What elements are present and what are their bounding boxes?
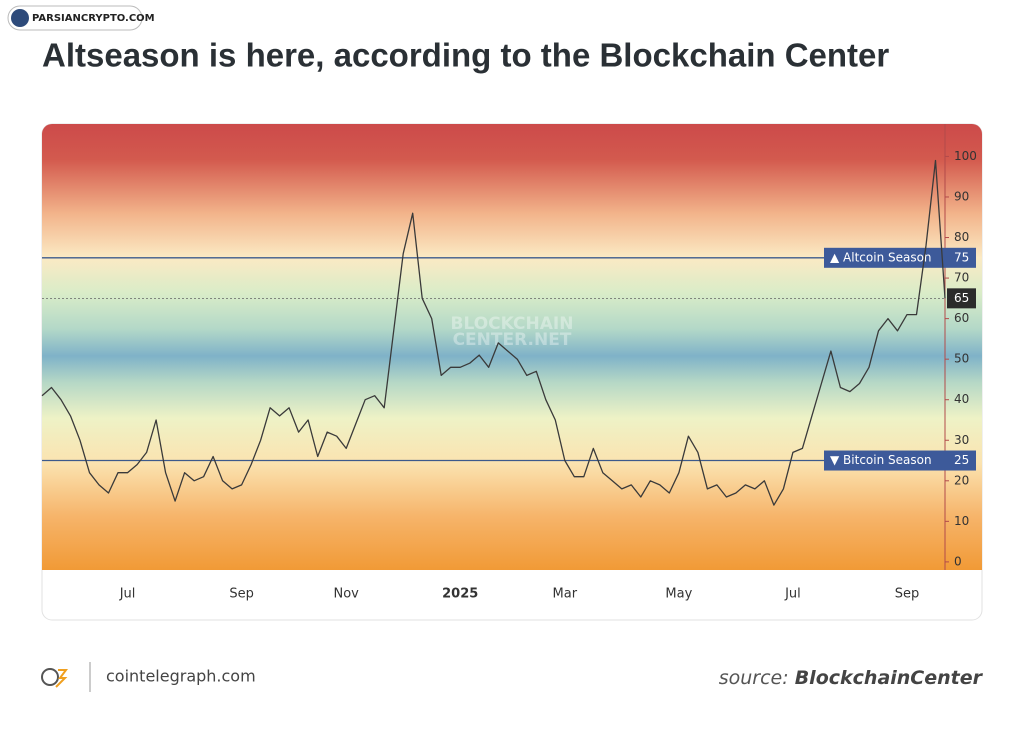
watermark-text: BLOCKCHAIN [451,314,574,334]
x-tick-label: May [665,587,692,602]
badge-icon [11,9,29,27]
y-tick-label: 10 [954,514,969,528]
footer-logo [55,669,68,688]
threshold-value: 25 [954,453,969,467]
y-tick-label: 20 [954,473,969,487]
y-tick-label: 80 [954,230,969,244]
watermark: BLOCKCHAIN CENTER.NET [451,314,574,350]
source-prefix: source: [719,667,789,689]
y-tick-label: 90 [954,189,969,203]
chart-title: Altseason is here, according to the Bloc… [42,37,889,74]
data-line [41,159,946,506]
footer-site: cointelegraph.com [106,667,256,686]
x-tick-label: Mar [553,587,578,602]
plot-background [42,124,982,570]
x-tick-label: Sep [229,587,254,602]
y-tick-label: 100 [954,149,977,163]
y-tick-label: 50 [954,352,969,366]
watermark-text: CENTER.NET [453,330,572,350]
footer-source: source: BlockchainCenter [719,667,984,689]
y-tick-label: 40 [954,392,969,406]
x-tick-label: 2025 [442,587,478,602]
threshold-label: ▲ Altcoin Season [830,250,932,264]
footer-logo [41,668,59,686]
x-tick-label: Jul [784,587,801,602]
y-tick-label: 30 [954,433,969,447]
y-tick-label: 70 [954,271,969,285]
x-tick-label: Sep [895,587,920,602]
badge [7,5,143,31]
x-tick-label: Nov [333,587,359,602]
threshold-label: ▼ Bitcoin Season [830,453,932,467]
threshold-box [824,450,976,471]
threshold-value: 75 [954,250,969,264]
current-value-box [947,288,976,309]
current-value-label: 65 [954,291,969,305]
y-tick-label: 60 [954,311,969,325]
footer: cointelegraph.com source: BlockchainCent… [41,662,984,692]
x-tick-label: Jul [119,587,136,602]
y-tick-label: 0 [954,554,962,568]
badge-text: PARSIANCRYPTO.COM [32,13,155,24]
source-name: BlockchainCenter [795,667,984,689]
threshold-box [824,247,976,268]
